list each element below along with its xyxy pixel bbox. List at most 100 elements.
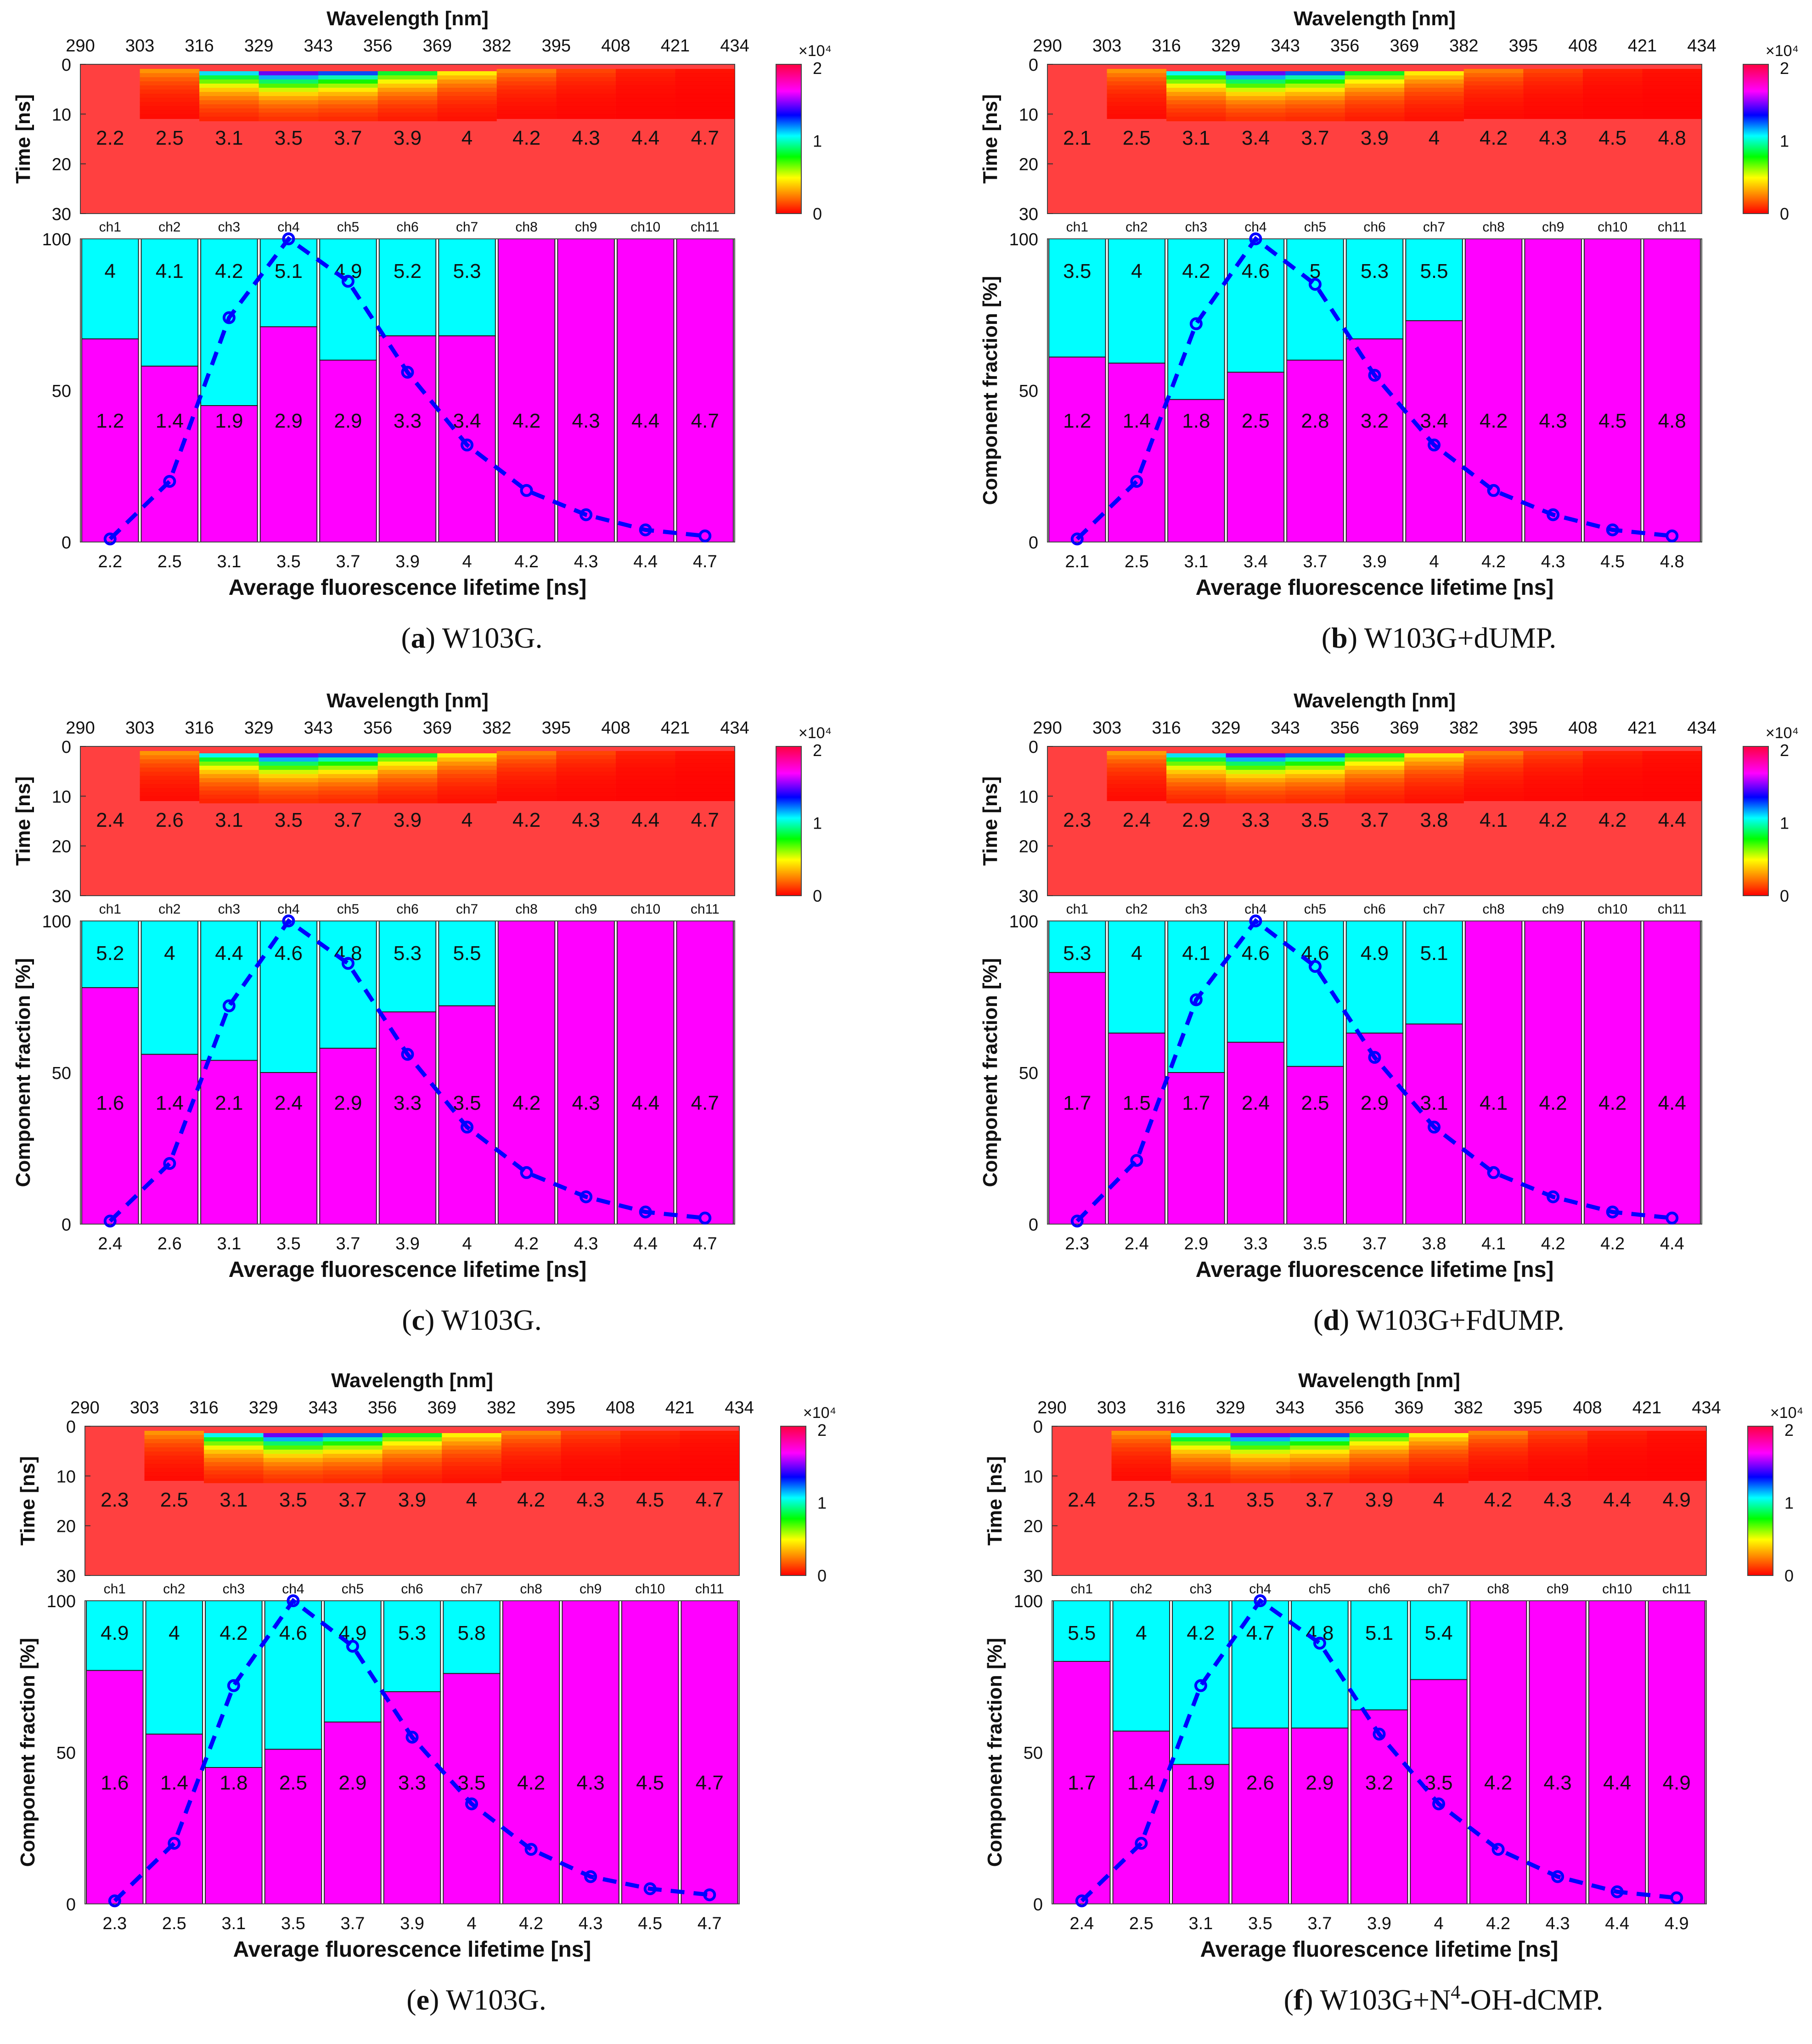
heatmap-cell: [501, 1472, 561, 1477]
heatmap-cell: [323, 1470, 383, 1475]
heatmap-cell: [140, 81, 200, 86]
heatmap-cell: [199, 757, 259, 762]
lifetime-tick-label: 2.4: [1069, 1914, 1094, 1933]
heatmap-cell: [1463, 768, 1524, 772]
channel-label: ch6: [1363, 220, 1385, 235]
heatmap-cell: [144, 1451, 204, 1456]
heatmap-cell: [1642, 114, 1702, 119]
wavelength-tick-label: 395: [1509, 36, 1538, 56]
time-tick-label: 0: [66, 1417, 76, 1437]
lifetime-tick-label: 3.5: [1303, 1234, 1328, 1254]
heatmap-cell: [263, 1450, 323, 1454]
heatmap-cell: [1285, 96, 1345, 101]
heatmap-cell: [496, 73, 557, 78]
long-lifetime-label: 5.8: [457, 1622, 485, 1644]
heatmap-cell: [323, 1454, 383, 1458]
heatmap-cell: [144, 1447, 204, 1452]
intensity-point: [163, 1157, 176, 1170]
bar-short-component: [1227, 372, 1285, 543]
time-tick-label: 0: [1033, 1417, 1043, 1437]
heatmap-cell: [204, 1479, 264, 1483]
bar-long-component: [1231, 1600, 1289, 1729]
intensity-point: [341, 957, 355, 970]
heatmap-lifetime-label: 2.6: [156, 809, 184, 831]
heatmap-cell: [140, 102, 200, 107]
bar-long-component: [383, 1600, 441, 1692]
heatmap-cell: [1107, 776, 1167, 780]
heatmap-cell: [1587, 1447, 1647, 1452]
heatmap-cell: [1107, 768, 1167, 772]
heatmap-cell: [556, 77, 616, 82]
heatmap-cell: [1404, 786, 1464, 791]
heatmap-cell: [204, 1454, 264, 1458]
wavelength-tick-label: 408: [606, 1398, 635, 1417]
heatmap-cell: [1349, 1441, 1409, 1446]
wavelength-tick-label: 421: [661, 36, 690, 56]
heatmap-cell: [1166, 786, 1226, 791]
channel-label: ch5: [337, 220, 359, 235]
heatmap-lifetime-label: 4: [461, 809, 473, 831]
heatmap-cell: [1409, 1474, 1469, 1479]
intensity-point: [520, 484, 533, 497]
heatmap-cell: [501, 1456, 561, 1460]
intensity-point: [698, 1211, 712, 1225]
heatmap-cell: [377, 782, 438, 787]
heatmap-cell: [615, 759, 675, 764]
lifetime-tick-label: 3.5: [276, 1234, 301, 1254]
heatmap-cell: [1226, 79, 1286, 84]
heatmap-cell: [1463, 755, 1524, 760]
wavelength-tick-label: 316: [189, 1398, 218, 1417]
intensity-point: [1249, 915, 1262, 927]
heatmap-cell: [1349, 1458, 1409, 1462]
long-lifetime-label: 4.2: [1187, 1622, 1215, 1644]
heatmap-cell: [556, 792, 616, 797]
heatmap-cell: [1523, 792, 1583, 797]
channel-label: ch10: [1598, 220, 1627, 235]
panel-b: Wavelength [nm] 290 303 316 329 343 356 369 382 3…: [979, 7, 1799, 654]
short-lifetime-label: 2.1: [215, 1092, 243, 1114]
heatmap-cell: [1582, 772, 1643, 776]
channel-label: ch2: [163, 1581, 185, 1597]
lifetime-axis-label: Average fluorescence lifetime [ns]: [229, 576, 587, 600]
lifetime-tick-label: 2.5: [1129, 1914, 1154, 1933]
heatmap-cell: [501, 1443, 561, 1448]
heatmap-cell: [1171, 1479, 1231, 1483]
bar-long-component: [1048, 238, 1106, 358]
heatmap-cell: [377, 766, 438, 770]
fraction-tick-label: 50: [52, 1064, 71, 1083]
lifetime-tick-label: 3.7: [1303, 552, 1328, 571]
fraction-axis-label: Component fraction [%]: [984, 1638, 1006, 1867]
short-lifetime-label: 4.9: [1663, 1772, 1691, 1794]
intensity-point: [1666, 529, 1679, 542]
wavelength-tick-label: 290: [70, 1398, 99, 1417]
lifetime-tick-label: 2.5: [162, 1914, 186, 1933]
short-lifetime-label: 1.9: [1187, 1772, 1215, 1794]
bar-short-component: [383, 1691, 441, 1904]
time-tick-label: 10: [1024, 1467, 1043, 1486]
time-tick-label: 20: [52, 837, 71, 857]
heatmap-cell: [204, 1458, 264, 1462]
heatmap-cell: [1171, 1445, 1231, 1450]
heatmap-cell: [1349, 1470, 1409, 1475]
panel-e: Wavelength [nm] 290 303 316 329 343 356 369 382 3…: [17, 1369, 836, 2016]
heatmap-cell: [1582, 759, 1643, 764]
lifetime-tick-label: 3.9: [1367, 1914, 1391, 1933]
heatmap-cell: [437, 75, 497, 80]
intensity-point: [639, 1205, 652, 1219]
bar-short-component: [259, 326, 318, 543]
channel-label: ch7: [456, 220, 478, 235]
fraction-axis-label: Component fraction [%]: [12, 958, 34, 1187]
heatmap-cell: [1463, 110, 1524, 115]
panel-caption: (f) W103G+N4-OH-dCMP.: [1284, 1982, 1604, 2016]
heatmap-cell: [1404, 770, 1464, 774]
heatmap-cell: [556, 755, 616, 760]
heatmap-cell: [437, 104, 497, 109]
heatmap-cell: [680, 1443, 739, 1448]
heatmap-cell: [501, 1460, 561, 1464]
heatmap-cell: [1345, 108, 1405, 113]
channel-label: ch4: [282, 1581, 304, 1597]
heatmap-lifetime-label: 2.4: [1123, 809, 1151, 831]
heatmap-cell: [1582, 114, 1643, 119]
fraction-tick-label: 100: [42, 230, 71, 249]
wavelength-tick-label: 421: [665, 1398, 694, 1417]
